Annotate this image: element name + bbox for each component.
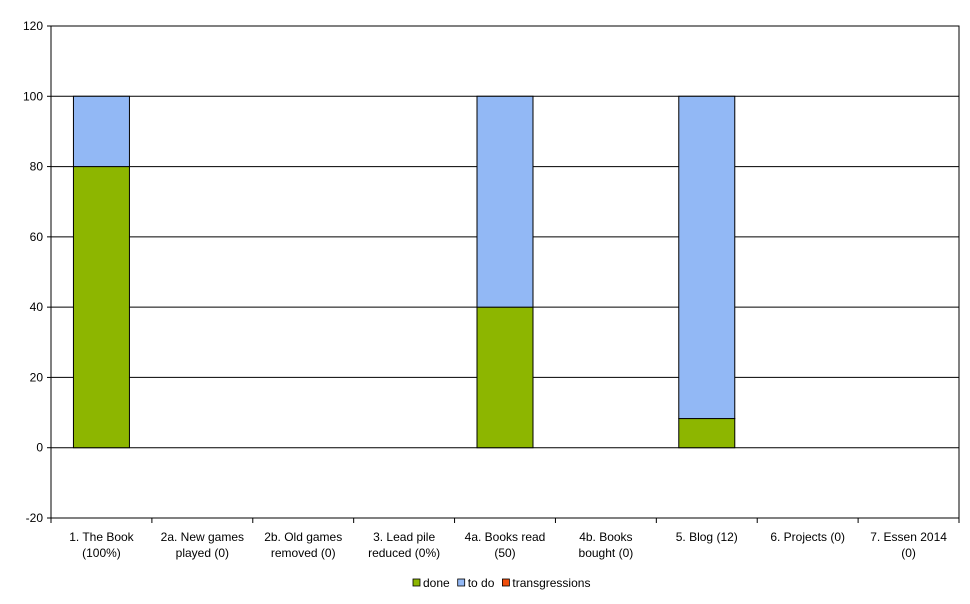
- legend-swatch-done: [412, 578, 421, 587]
- y-tick-label: 60: [30, 230, 44, 244]
- x-category-label-line: 1. The Book: [69, 530, 134, 544]
- y-tick-label: -20: [26, 511, 44, 525]
- x-category-label-line: (50): [494, 546, 515, 560]
- x-category-label-line: 4b. Books: [579, 530, 632, 544]
- bars: [72, 95, 736, 449]
- bar-to-do-0: [72, 95, 130, 168]
- bar-to-do-6: [678, 95, 736, 420]
- x-category-label-line: reduced (0%): [368, 546, 440, 560]
- x-category-label-line: (0): [901, 546, 916, 560]
- bar-done-4: [476, 306, 534, 449]
- x-category-label-line: 6. Projects (0): [770, 530, 845, 544]
- x-category-label-line: 4a. Books read: [465, 530, 546, 544]
- x-category-label-line: bought (0): [579, 546, 634, 560]
- legend: done to do transgressions: [412, 576, 590, 590]
- y-axis: -20 0 20 40 60 80 100 120: [23, 19, 51, 525]
- x-category-label-line: played (0): [176, 546, 229, 560]
- x-category-label: 4b. Books bought (0): [579, 530, 634, 560]
- y-tick-label: 120: [23, 19, 43, 33]
- legend-swatch-transgressions: [502, 578, 510, 587]
- x-category-label-line: (100%): [82, 546, 121, 560]
- x-category-label-line: 2b. Old games: [264, 530, 342, 544]
- y-tick-label: 40: [30, 300, 44, 314]
- x-category-label-line: 2a. New games: [161, 530, 244, 544]
- legend-label-transgressions: transgressions: [512, 576, 590, 590]
- x-category-label-line: removed (0): [271, 546, 336, 560]
- legend-label-done: done: [423, 576, 450, 590]
- y-tick-label: 100: [23, 89, 43, 103]
- x-category-label: 7. Essen 2014 (0): [870, 530, 947, 560]
- bar-to-do-4: [476, 95, 534, 308]
- x-category-label: 1. The Book (100%): [69, 530, 134, 560]
- x-category-label: 2b. Old games removed (0): [264, 530, 342, 560]
- bar-done-6: [678, 418, 736, 449]
- x-category-label: 6. Projects (0): [770, 530, 845, 544]
- x-category-label: 2a. New games played (0): [161, 530, 244, 560]
- x-category-label-line: 5. Blog (12): [676, 530, 738, 544]
- y-tick-label: 80: [30, 160, 44, 174]
- legend-swatch-to-do: [457, 578, 466, 587]
- y-tick-label: 0: [36, 441, 43, 455]
- legend-label-to-do: to do: [468, 576, 495, 590]
- bar-done-0: [72, 166, 130, 449]
- x-category-label-line: 7. Essen 2014: [870, 530, 947, 544]
- x-category-label: 3. Lead pile reduced (0%): [368, 530, 440, 560]
- x-category-label: 4a. Books read (50): [465, 530, 546, 560]
- y-tick-label: 20: [30, 370, 44, 384]
- x-axis: 1. The Book (100%) 2a. New games played (0)…: [50, 518, 960, 560]
- x-category-label-line: 3. Lead pile: [373, 530, 435, 544]
- x-category-label: 5. Blog (12): [676, 530, 738, 544]
